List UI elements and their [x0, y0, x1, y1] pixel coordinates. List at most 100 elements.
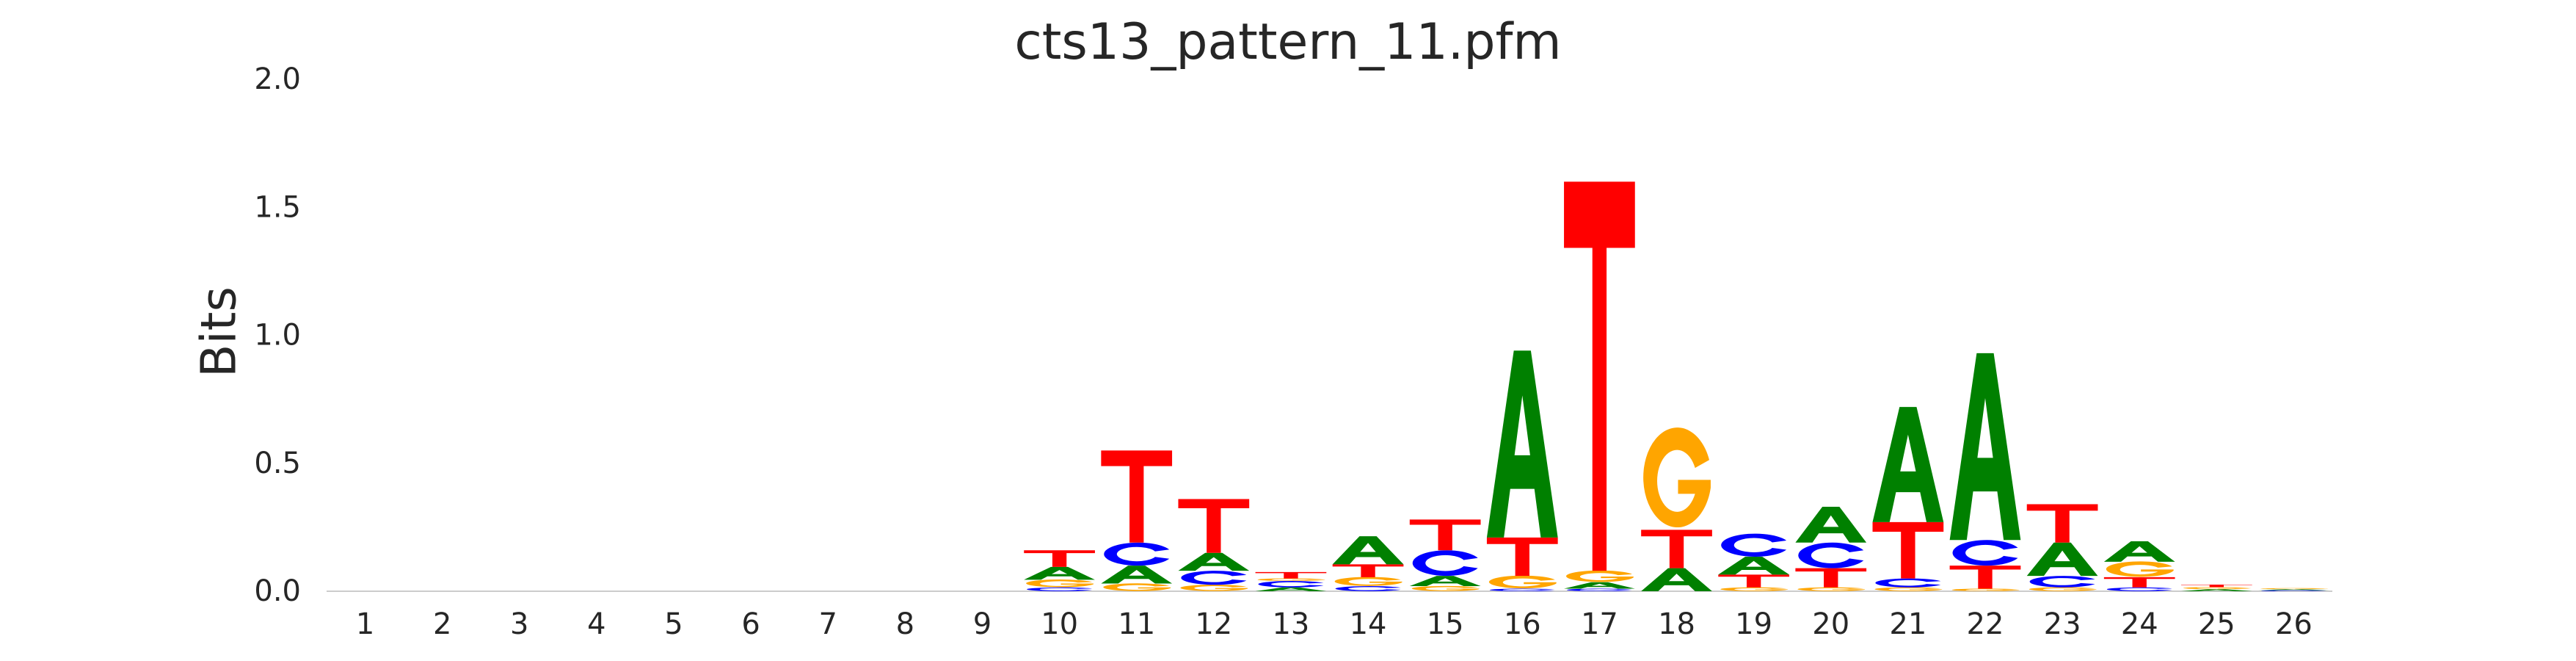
- logo-column: [1872, 407, 1944, 591]
- logo-letter-A: [2026, 542, 2098, 577]
- logo-letter-C: [1027, 587, 1093, 591]
- y-tick-label: 0.0: [254, 574, 301, 608]
- x-tick-label: 9: [973, 607, 992, 641]
- logo-letter-A: [1949, 353, 2021, 541]
- x-tick-label: 10: [1041, 607, 1078, 641]
- logo-letter-T: [1332, 564, 1404, 577]
- logo-letter-A: [1024, 566, 1095, 580]
- logo-letter-G: [1488, 575, 1557, 589]
- logo-letter-A: [1486, 350, 1558, 538]
- logo-column: [1332, 536, 1404, 591]
- logo-letter-A: [1255, 587, 1327, 591]
- logo-letter-A: [1718, 556, 1789, 575]
- logo-letter-G: [2106, 561, 2174, 577]
- logo-letter-T: [1949, 566, 2021, 589]
- x-tick-label: 2: [433, 607, 451, 641]
- logo-column: [1795, 506, 1867, 591]
- logo-letter-A: [1872, 407, 1944, 522]
- logo-column: [1949, 353, 2021, 591]
- logo-column: [1486, 350, 1558, 591]
- logo-letter-C: [1875, 578, 1941, 588]
- logo-letter-C: [1798, 542, 1864, 568]
- logo-letter-T: [1564, 181, 1635, 571]
- logo-letter-T: [1178, 499, 1250, 553]
- logo-column: [1409, 519, 1481, 591]
- x-tick-label: 14: [1350, 607, 1387, 641]
- x-tick-label: 7: [819, 607, 837, 641]
- x-tick-label: 22: [1967, 607, 2004, 641]
- logo-column: [2026, 504, 2098, 591]
- logo-letter-A: [1101, 566, 1173, 584]
- logo-column: [1024, 550, 1095, 591]
- logo-letter-G: [1720, 587, 1789, 591]
- x-tick-label: 25: [2198, 607, 2235, 641]
- logo-letter-C: [2106, 587, 2172, 591]
- x-tick-label: 21: [1889, 607, 1926, 641]
- logo-column: [2180, 584, 2252, 591]
- chart-title: cts13_pattern_11.pfm: [1014, 13, 1562, 71]
- logo-letter-T: [1024, 550, 1095, 567]
- logo-letter-C: [2260, 590, 2326, 591]
- logo-letter-T: [1101, 450, 1173, 543]
- logo-letter-G: [1257, 578, 1325, 581]
- logo-column: [1178, 499, 1250, 591]
- x-tick-label: 24: [2121, 607, 2158, 641]
- logo-letter-G: [1026, 579, 1094, 588]
- x-tick-label: 1: [356, 607, 374, 641]
- x-tick-label: 17: [1581, 607, 1618, 641]
- logo-column: [1255, 571, 1327, 591]
- logo-letter-G: [2183, 587, 2251, 590]
- logo-letter-A: [1409, 576, 1481, 587]
- logo-letter-A: [1178, 552, 1250, 571]
- x-tick-label: 23: [2044, 607, 2081, 641]
- axes: 0.00.51.01.52.01 2 3 4 5 6 7 8 9 10 11 12 13 14 15 16 17…: [254, 62, 2332, 641]
- logo-column: [1641, 427, 1712, 591]
- logo-letter-T: [2026, 504, 2098, 543]
- logo-letter-G: [1180, 585, 1248, 591]
- x-tick-label: 4: [587, 607, 605, 641]
- logo-letter-C: [1721, 533, 1787, 557]
- logo-letter-T: [1641, 530, 1712, 568]
- logo-letter-G: [2029, 587, 2097, 591]
- logo-letter-T: [1486, 537, 1558, 577]
- y-tick-label: 1.0: [254, 319, 301, 353]
- logo-letter-C: [1952, 540, 2018, 566]
- logo-column: [1564, 181, 1635, 591]
- logo-letter-C: [1489, 588, 1555, 591]
- x-tick-label: 8: [896, 607, 914, 641]
- y-tick-label: 2.0: [254, 62, 301, 96]
- logo-column: [1101, 450, 1173, 591]
- logo-letter-A: [1641, 568, 1712, 591]
- letter-stacks: [1024, 181, 2329, 591]
- x-tick-label: 13: [1272, 607, 1309, 641]
- x-tick-label: 5: [664, 607, 683, 641]
- x-tick-label: 20: [1812, 607, 1849, 641]
- logo-letter-G: [1103, 583, 1171, 591]
- x-tick-label: 12: [1195, 607, 1232, 641]
- logo-letter-C: [1104, 542, 1170, 566]
- logo-letter-C: [1335, 586, 1401, 591]
- logo-letter-T: [1872, 521, 1944, 579]
- x-tick-label: 18: [1658, 607, 1695, 641]
- logo-column: [2258, 588, 2329, 591]
- logo-column: [2103, 541, 2175, 591]
- y-tick-label: 0.5: [254, 447, 301, 480]
- logo-letter-T: [1795, 568, 1867, 588]
- logo-letter-C: [1412, 550, 1478, 577]
- logo-letter-T: [1255, 571, 1327, 579]
- y-tick-label: 1.5: [254, 190, 301, 224]
- x-tick-label: 15: [1427, 607, 1464, 641]
- logo-letter-C: [2029, 576, 2095, 588]
- logo-letter-G: [1411, 585, 1480, 591]
- logo-letter-A: [1795, 506, 1867, 543]
- logo-letter-A: [2258, 589, 2329, 590]
- logo-letter-G: [2260, 588, 2328, 590]
- logo-letter-G: [1643, 427, 1711, 528]
- logo-letter-G: [1334, 577, 1402, 586]
- logo-letter-T: [1718, 574, 1789, 588]
- logo-letter-A: [2103, 541, 2175, 562]
- logo-column: [1718, 533, 1789, 591]
- logo-letter-G: [1874, 587, 1943, 591]
- x-tick-label: 19: [1735, 607, 1772, 641]
